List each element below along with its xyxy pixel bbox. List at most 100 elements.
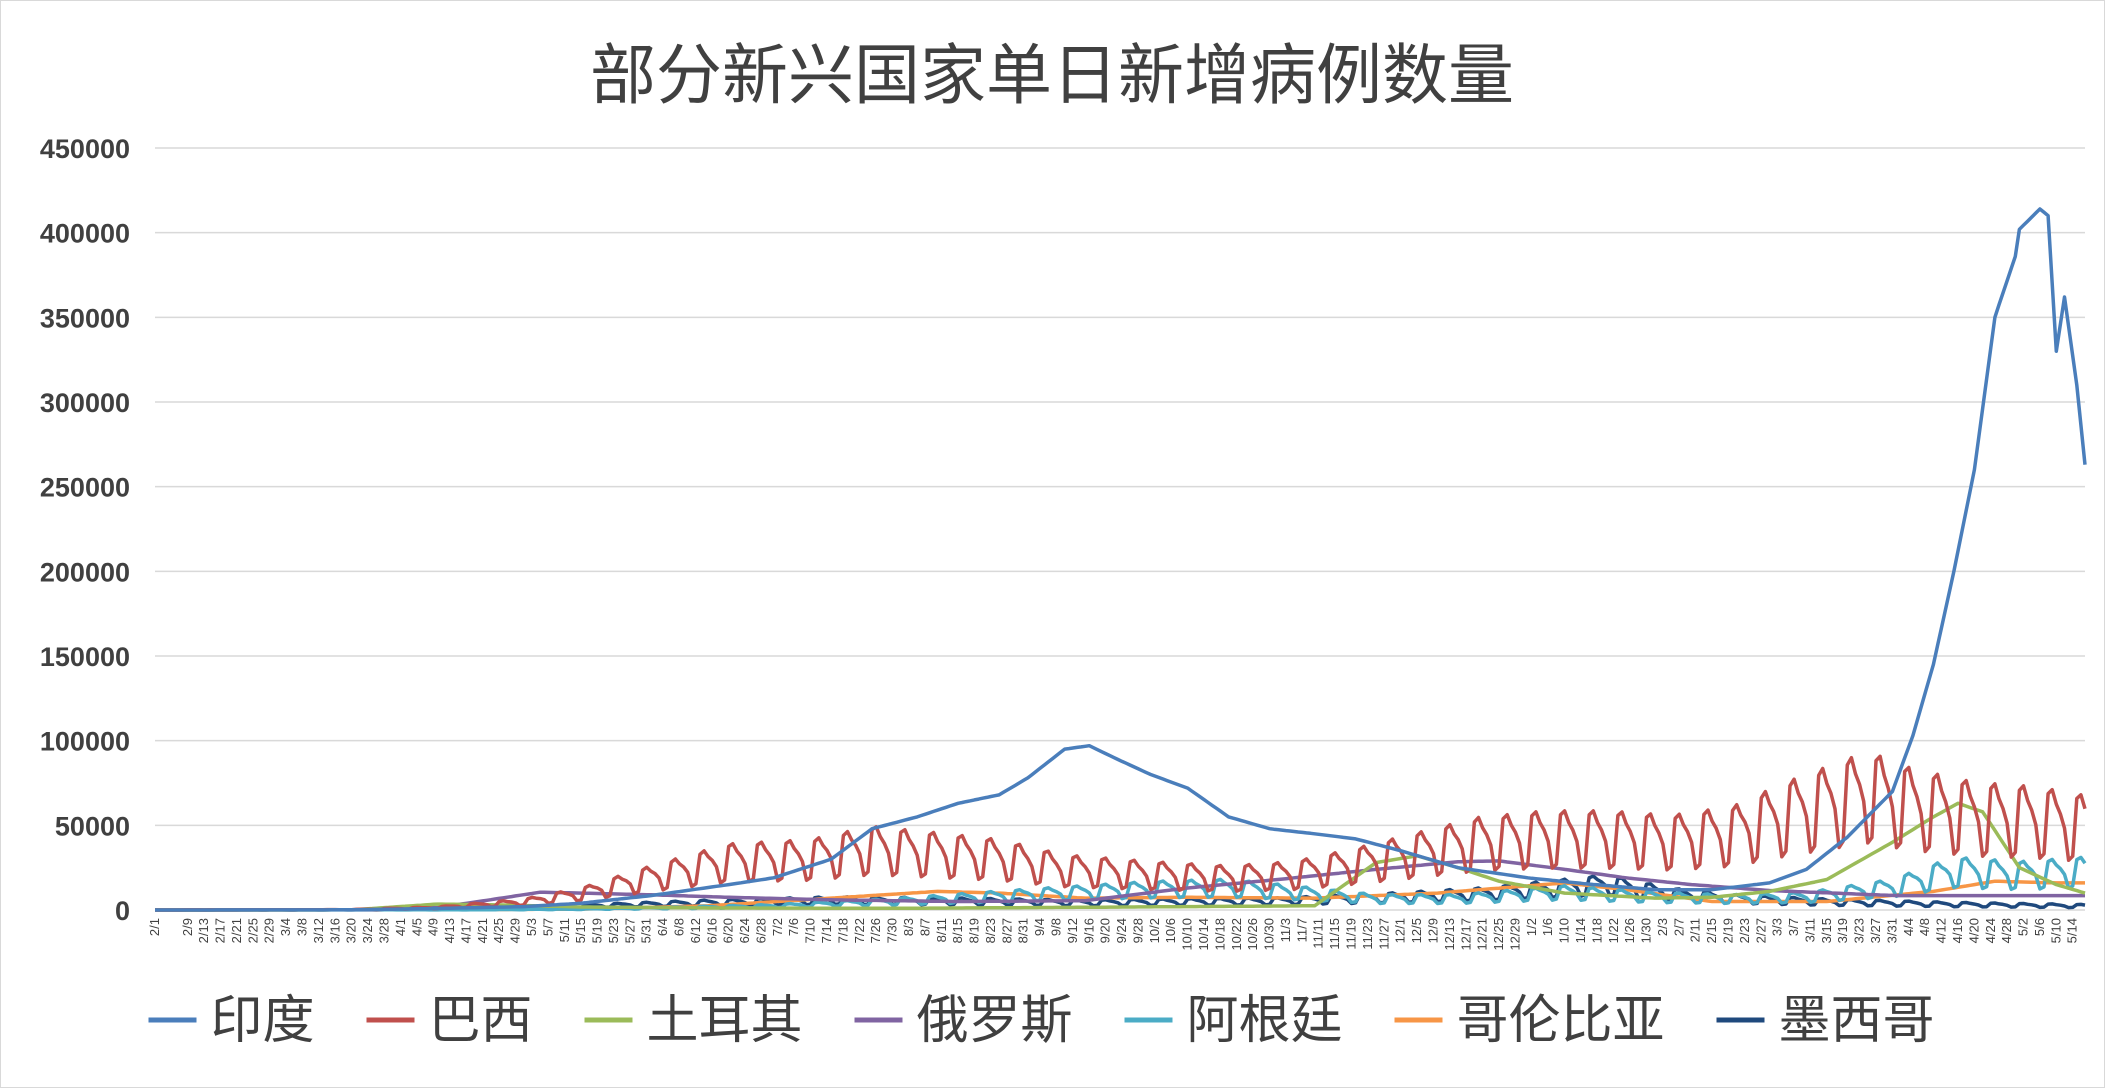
x-tick-label: 8/27 [999, 918, 1014, 943]
x-tick-label: 4/12 [1934, 918, 1949, 943]
x-tick-label: 4/20 [1966, 918, 1981, 943]
x-tick-label: 4/5 [409, 918, 424, 936]
x-tick-label: 9/24 [1114, 918, 1129, 943]
x-tick-label: 5/15 [573, 918, 588, 943]
x-tick-label: 1/26 [1622, 918, 1637, 943]
x-tick-label: 7/2 [770, 918, 785, 936]
x-tick-label: 5/3 [524, 918, 539, 936]
y-axis-tick-labels: 0 50000 100000 150000 200000 250000 300000 3500… [40, 134, 130, 926]
x-tick-label: 3/27 [1868, 918, 1883, 943]
x-tick-label: 2/13 [196, 918, 211, 943]
x-tick-label: 11/19 [1344, 918, 1359, 950]
x-tick-label: 5/6 [2032, 918, 2047, 936]
x-tick-label: 5/19 [590, 918, 605, 943]
x-tick-label: 3/31 [1884, 918, 1899, 943]
x-tick-label: 2/1 [147, 918, 162, 936]
x-tick-label: 11/23 [1360, 918, 1375, 950]
y-tick-label: 0 [115, 896, 130, 926]
series-line-1 [155, 754, 2087, 912]
x-tick-label: 9/28 [1130, 918, 1145, 943]
legend: 印度 巴西 土耳其 俄罗斯 阿根廷 哥伦比亚 墨西哥 [148, 991, 1935, 1051]
x-tick-label: 1/14 [1573, 918, 1588, 943]
x-tick-label: 5/11 [557, 918, 572, 942]
x-tick-label: 5/10 [2048, 918, 2063, 943]
x-tick-label: 12/25 [1491, 918, 1506, 951]
x-tick-label: 6/12 [688, 918, 703, 943]
x-tick-label: 8/23 [983, 918, 998, 943]
x-tick-label: 2/9 [180, 918, 195, 936]
x-tick-label: 3/12 [311, 918, 326, 943]
series-line-0 [155, 207, 2087, 912]
x-tick-label: 1/22 [1606, 918, 1621, 943]
x-tick-label: 1/18 [1589, 918, 1604, 943]
x-tick-label: 11/15 [1327, 918, 1342, 950]
y-tick-label: 50000 [55, 811, 130, 841]
x-tick-label: 5/2 [2016, 918, 2031, 936]
x-tick-label: 6/28 [753, 918, 768, 943]
x-tick-label: 3/4 [278, 918, 293, 936]
x-tick-label: 1/30 [1639, 918, 1654, 943]
x-tick-label: 5/14 [2065, 918, 2080, 943]
x-tick-label: 2/3 [1655, 918, 1670, 936]
x-tick-label: 3/11 [1802, 918, 1817, 942]
x-tick-label: 2/21 [229, 918, 244, 943]
x-axis-tick-labels: 2/1 2/9 2/13 2/17 2/21 2/25 2/29 3/4 3/8 3/12 3/16… [147, 918, 2080, 951]
x-tick-label: 1/10 [1557, 918, 1572, 943]
legend-item: 墨西哥 [1716, 991, 1935, 1051]
x-tick-label: 5/7 [540, 918, 555, 936]
x-tick-label: 4/9 [426, 918, 441, 936]
y-tick-label: 200000 [40, 557, 130, 587]
x-tick-label: 8/15 [950, 918, 965, 943]
legend-label: 墨西哥 [1779, 991, 1935, 1051]
x-tick-label: 9/16 [1081, 918, 1096, 943]
x-tick-label: 3/16 [327, 918, 342, 943]
x-tick-label: 7/10 [803, 918, 818, 943]
x-tick-label: 3/3 [1770, 918, 1785, 936]
x-tick-label: 9/8 [1048, 918, 1063, 936]
x-tick-label: 12/13 [1442, 918, 1457, 951]
x-tick-label: 10/22 [1229, 918, 1244, 951]
x-tick-label: 3/23 [1852, 918, 1867, 943]
x-tick-label: 7/18 [835, 918, 850, 943]
legend-label: 俄罗斯 [917, 991, 1073, 1051]
x-tick-label: 10/26 [1245, 918, 1260, 951]
x-tick-label: 10/2 [1147, 918, 1162, 943]
x-tick-label: 5/27 [622, 918, 637, 943]
x-tick-label: 12/17 [1458, 918, 1473, 951]
y-tick-label: 400000 [40, 219, 130, 249]
x-tick-label: 2/15 [1704, 918, 1719, 943]
y-tick-label: 450000 [40, 134, 130, 164]
x-tick-label: 4/13 [442, 918, 457, 943]
x-tick-label: 3/28 [376, 918, 391, 943]
legend-item: 俄罗斯 [854, 991, 1073, 1051]
x-tick-label: 10/14 [1196, 918, 1211, 951]
x-tick-label: 9/4 [1032, 918, 1047, 936]
x-tick-label: 7/26 [868, 918, 883, 943]
x-tick-label: 3/7 [1786, 918, 1801, 936]
x-tick-label: 4/28 [1999, 918, 2014, 943]
x-tick-label: 8/19 [967, 918, 982, 943]
x-tick-label: 4/25 [491, 918, 506, 943]
x-tick-label: 2/19 [1721, 918, 1736, 943]
x-tick-label: 2/25 [245, 918, 260, 943]
legend-item: 印度 [148, 991, 315, 1051]
x-tick-label: 4/4 [1901, 918, 1916, 936]
chart-title: 部分新兴国家单日新增病例数量 [590, 37, 1514, 114]
y-tick-label: 350000 [40, 303, 130, 333]
x-tick-label: 10/10 [1180, 918, 1195, 951]
x-tick-label: 3/19 [1835, 918, 1850, 943]
x-tick-label: 8/3 [901, 918, 916, 936]
x-tick-label: 9/20 [1098, 918, 1113, 943]
x-tick-label: 8/31 [1016, 918, 1031, 943]
x-tick-label: 1/2 [1524, 918, 1539, 936]
x-tick-label: 3/20 [344, 918, 359, 943]
x-tick-label: 4/16 [1950, 918, 1965, 943]
x-tick-label: 11/3 [1278, 918, 1293, 942]
x-tick-label: 2/23 [1737, 918, 1752, 943]
legend-label: 土耳其 [647, 991, 803, 1051]
x-tick-label: 12/5 [1409, 918, 1424, 943]
legend-item: 巴西 [366, 991, 533, 1051]
x-tick-label: 5/31 [639, 918, 654, 943]
x-tick-label: 7/30 [885, 918, 900, 943]
